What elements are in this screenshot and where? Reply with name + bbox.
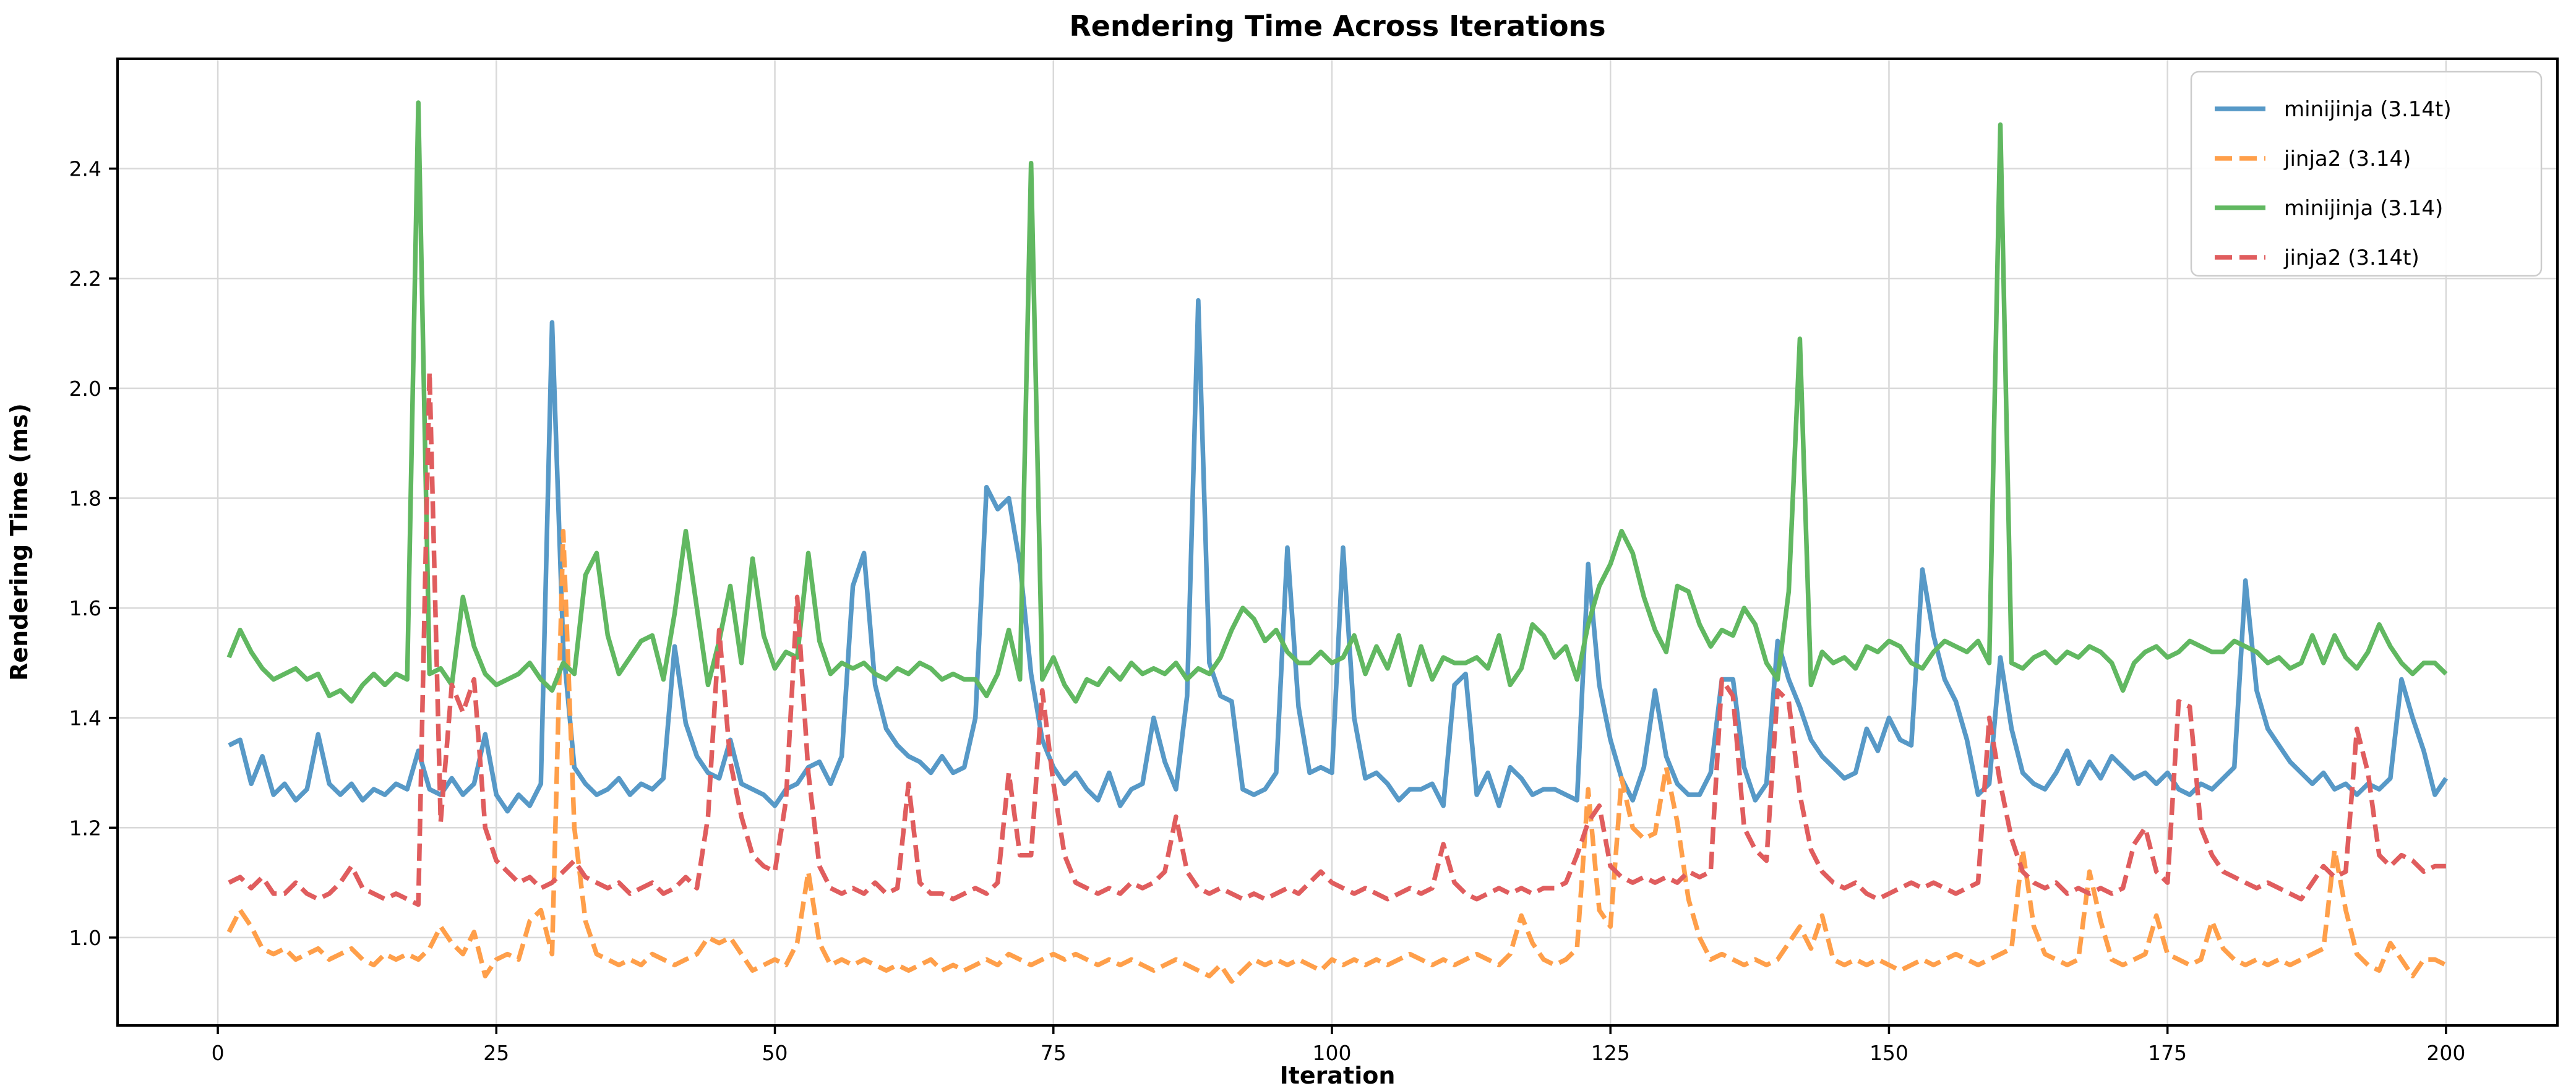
x-tick-label: 200 (2426, 1041, 2465, 1065)
plot-border (116, 58, 2559, 1027)
legend-label: minijinja (3.14) (2284, 196, 2443, 221)
y-tick-label: 1.2 (69, 816, 101, 840)
x-tick-label: 0 (212, 1041, 225, 1065)
legend-item-minijinja-3-14: minijinja (3.14) (2215, 196, 2443, 221)
legend-label: jinja2 (3.14) (2283, 147, 2411, 171)
y-axis-label: Rendering Time (ms) (6, 403, 33, 681)
series-line-jinja2-3-14t (228, 369, 2446, 907)
x-tick-label: 50 (762, 1041, 788, 1065)
y-tick-label: 1.8 (69, 486, 101, 510)
legend-item-jinja2-3-14: jinja2 (3.14) (2215, 147, 2411, 171)
series-line-jinja2-3-14 (226, 528, 2447, 984)
series-line-minijinja-3-14 (226, 100, 2448, 704)
legend-label: minijinja (3.14t) (2284, 97, 2452, 122)
legend: minijinja (3.14t) jinja2 (3.14) minijinja … (2190, 71, 2543, 277)
legend-box (2190, 71, 2543, 277)
x-axis-label: Iteration (1280, 1062, 1396, 1089)
x-tick-label: 100 (1312, 1041, 1351, 1065)
legend-label: jinja2 (3.14t) (2283, 246, 2419, 270)
x-tick-label: 175 (2148, 1041, 2187, 1065)
legend-item-jinja2-3-14t: jinja2 (3.14t) (2215, 246, 2419, 270)
axis-tick-labels: 0 25 50 75 100 125 150 175 200 1.0 1.2 1.4 1.6 1.8 2.0… (69, 157, 2466, 1065)
y-tick-label: 1.6 (69, 596, 101, 620)
y-tick-label: 1.4 (69, 706, 101, 730)
x-tick-label: 150 (1870, 1041, 1908, 1065)
y-tick-label: 2.0 (69, 377, 101, 401)
chart-title: Rendering Time Across Iterations (1069, 9, 1605, 43)
legend-item-minijinja-3-14t: minijinja (3.14t) (2215, 97, 2452, 122)
y-tick-label: 1.0 (69, 926, 101, 950)
x-tick-label: 125 (1591, 1041, 1630, 1065)
y-tick-label: 2.4 (69, 157, 101, 181)
axis-ticks (109, 167, 2447, 1034)
y-tick-label: 2.2 (69, 267, 101, 291)
x-tick-label: 25 (483, 1041, 509, 1065)
x-tick-label: 75 (1041, 1041, 1067, 1065)
